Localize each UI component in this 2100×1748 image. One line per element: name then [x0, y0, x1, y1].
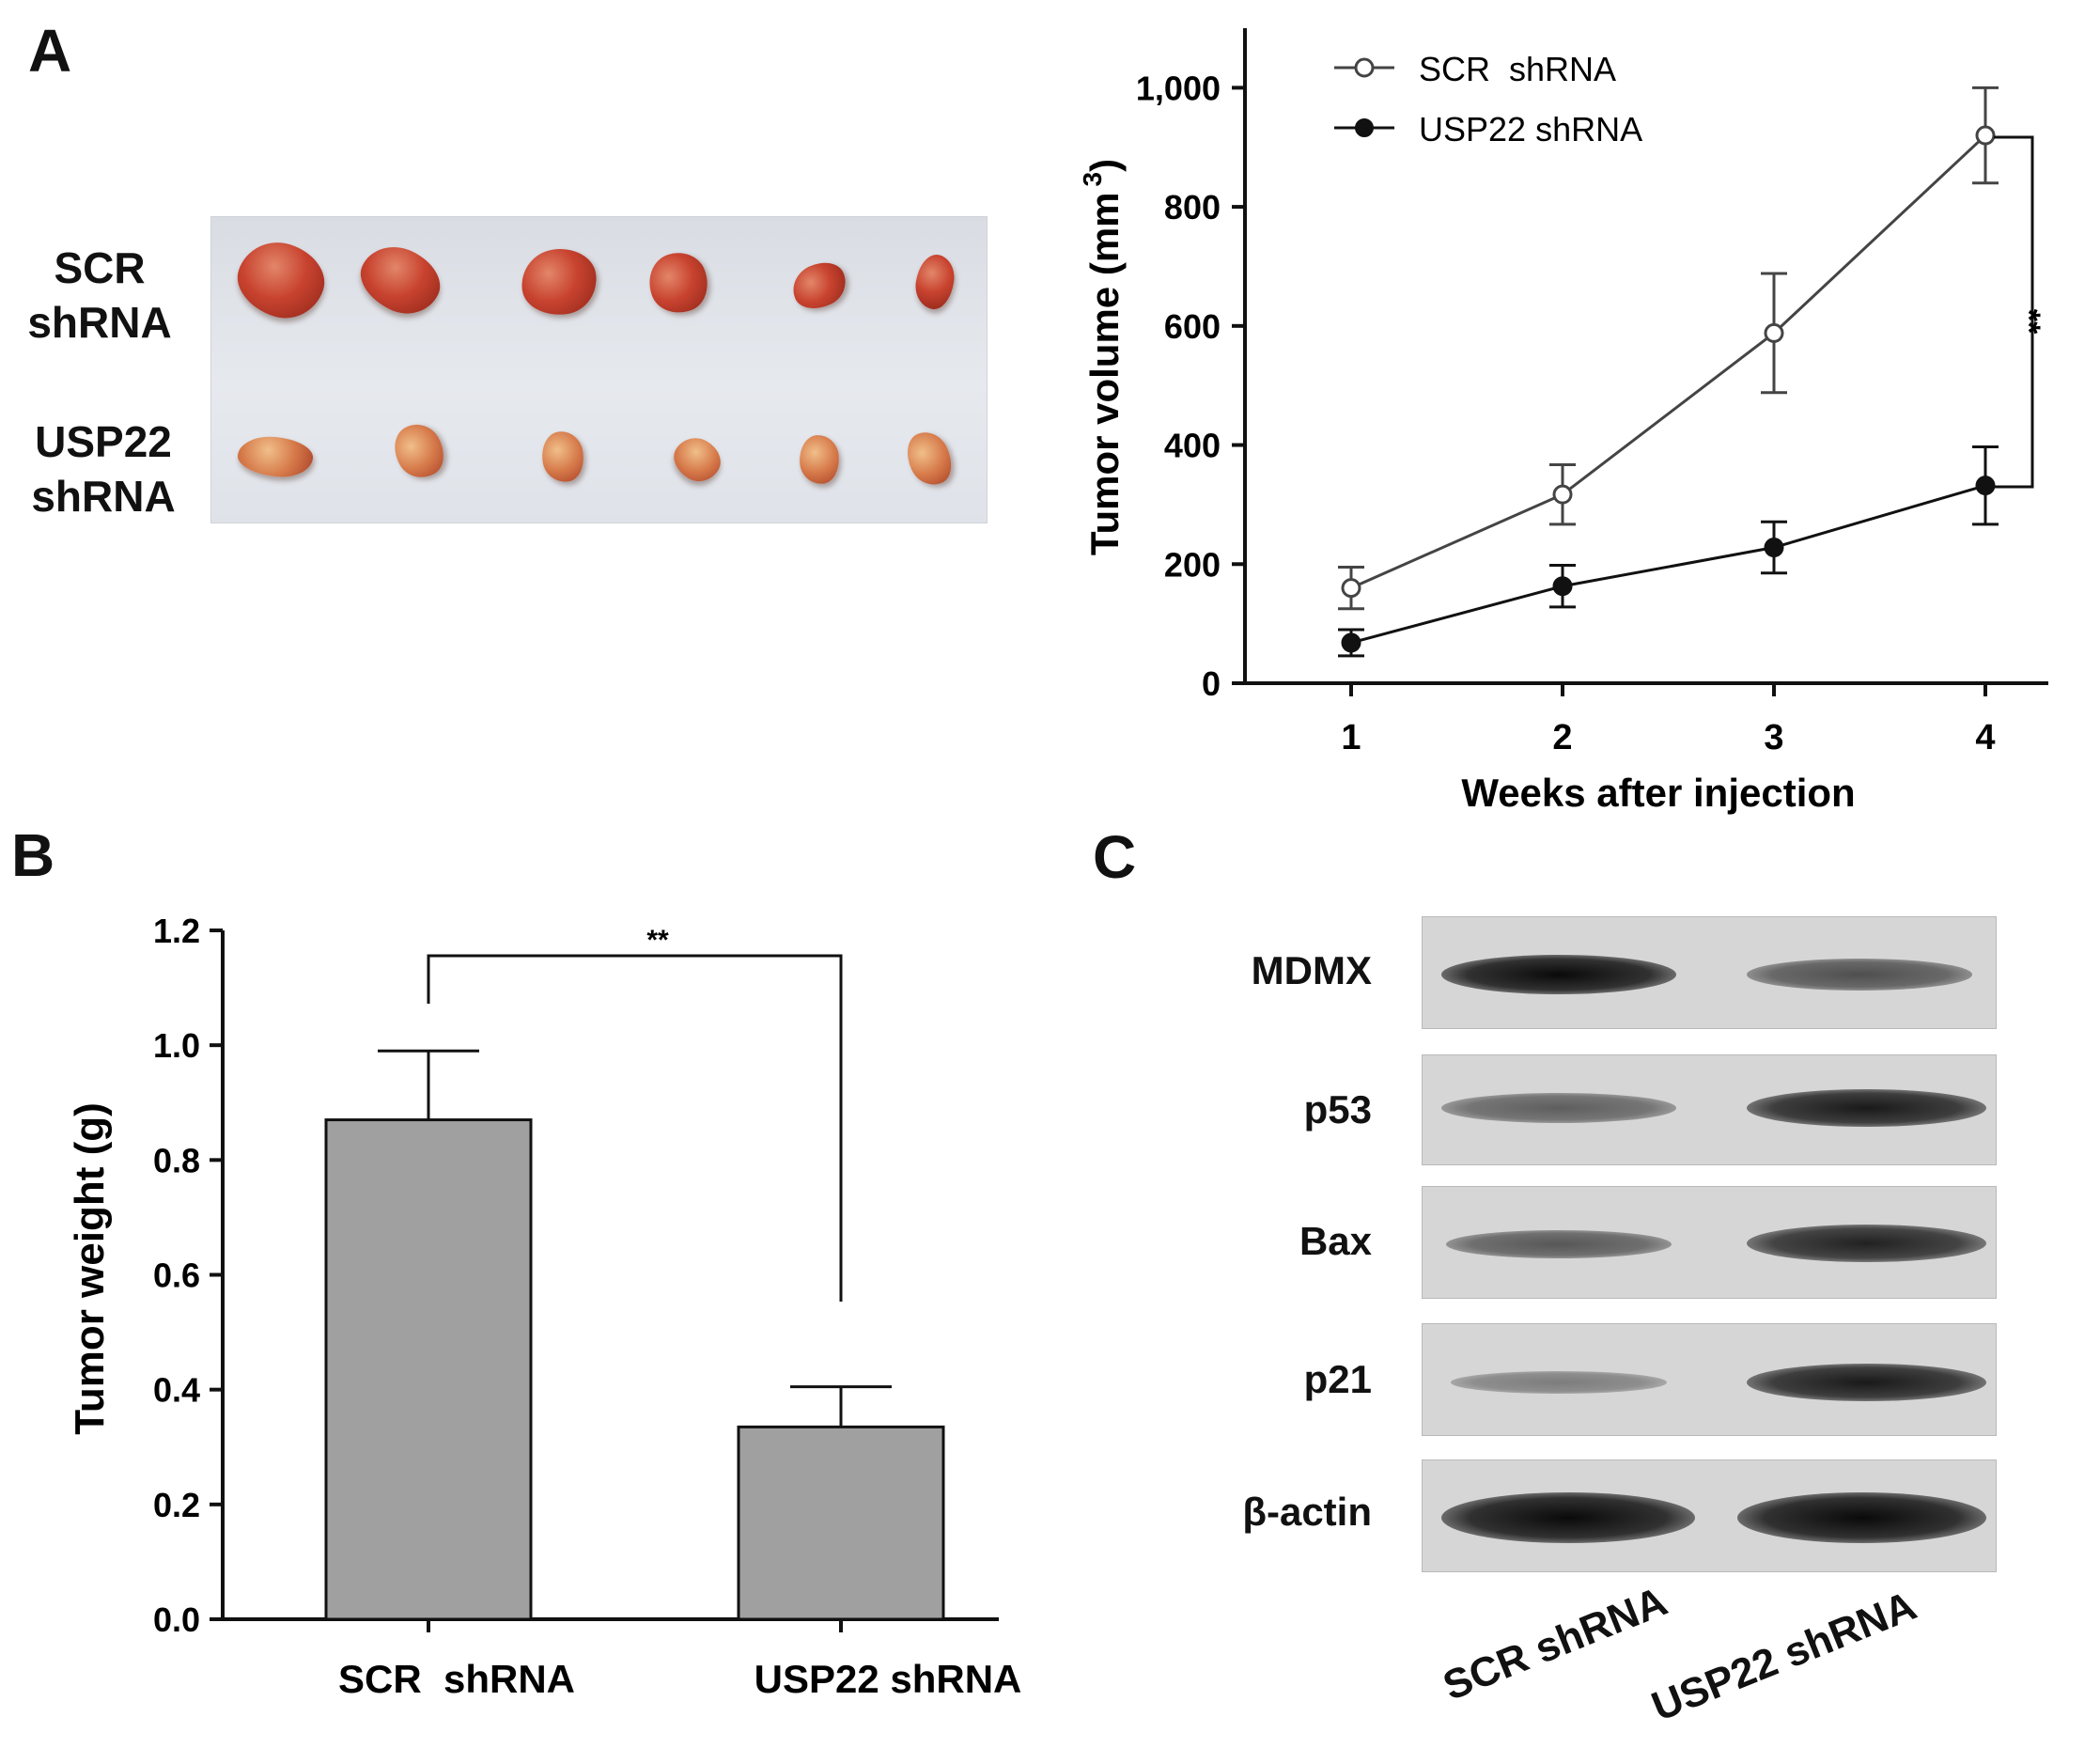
volume-x-tick-label: 3	[1764, 718, 1783, 757]
volume-legend: SCR shRNA USP22 shRNA	[1334, 50, 1642, 148]
band-beta-actin-usp22	[1737, 1492, 1986, 1543]
legend-marker-usp22	[1355, 118, 1374, 137]
blot-label-bax: Bax	[1299, 1219, 1372, 1263]
volume-y-label-close: )	[1082, 159, 1127, 172]
blot-strip-p53	[1422, 1054, 1997, 1165]
weight-bar	[324, 1118, 533, 1621]
volume-data-point	[1341, 578, 1361, 599]
weight-y-tick-label: 0.8	[153, 1141, 200, 1179]
panel-label-c: C	[1093, 823, 1137, 891]
band-mdmx-usp22	[1747, 959, 1972, 991]
band-p53-scr	[1441, 1093, 1676, 1123]
band-bax-scr	[1446, 1230, 1672, 1258]
blot-strip-beta-actin	[1422, 1459, 1997, 1572]
volume-y-tick-label: 600	[1164, 307, 1221, 346]
volume-chart: 0 200 400 600 800 1,000 1 2 3 4 ** Weeks after i…	[1078, 28, 2048, 815]
photo-row-label-usp22-line2: shRNA	[31, 472, 176, 521]
weight-significance-bracket	[427, 954, 843, 1302]
band-p21-usp22	[1747, 1364, 1986, 1401]
volume-y-tick-label: 1,000	[1136, 69, 1221, 107]
volume-data-point	[1975, 476, 1996, 496]
volume-series-line	[1350, 484, 1986, 645]
band-bax-usp22	[1747, 1225, 1986, 1262]
volume-y-tick-label: 800	[1164, 188, 1221, 226]
weight-y-tick-label: 0.0	[153, 1600, 200, 1639]
volume-y-ticks: 0 200 400 600 800 1,000	[1136, 69, 1245, 703]
weight-y-tick-label: 1.0	[153, 1026, 200, 1065]
tumor-photo	[210, 216, 988, 523]
volume-data-point	[1975, 125, 1996, 146]
blot-strip-bax	[1422, 1186, 1997, 1299]
legend-marker-scr	[1354, 57, 1375, 78]
volume-y-tick-label: 200	[1164, 545, 1221, 584]
blot-label-beta-actin: β-actin	[1242, 1490, 1372, 1534]
blot-label-p53: p53	[1303, 1087, 1372, 1132]
volume-series	[1338, 86, 1999, 658]
photo-row-label-scr-line2: shRNA	[27, 298, 172, 347]
volume-y-label-sup: 3	[1078, 172, 1107, 187]
volume-x-label: Weeks after injection	[1461, 771, 1855, 815]
volume-x-tick-label: 1	[1341, 718, 1361, 757]
blot-strip-mdmx	[1422, 916, 1997, 1029]
legend-label-usp22: USP22 shRNA	[1419, 110, 1642, 148]
volume-x-tick-label: 2	[1552, 718, 1572, 757]
photo-row-label-scr-line1: SCR	[54, 243, 146, 292]
band-mdmx-scr	[1441, 955, 1676, 994]
weight-y-tick-label: 0.4	[153, 1371, 200, 1410]
volume-data-point	[1764, 538, 1784, 558]
panel-label-a: A	[28, 17, 72, 85]
band-p21-scr	[1451, 1371, 1667, 1394]
photo-row-label-usp22: USP22 shRNA	[9, 414, 197, 523]
volume-data-point	[1764, 322, 1784, 343]
band-p53-usp22	[1747, 1089, 1986, 1127]
blot-label-p21: p21	[1303, 1357, 1372, 1401]
volume-significance-bracket	[1994, 135, 2034, 489]
volume-x-ticks: 1 2 3 4	[1341, 683, 1996, 757]
volume-significance-stars: **	[2011, 309, 2046, 335]
blot-strip-p21	[1422, 1323, 1997, 1436]
weight-y-tick-label: 0.2	[153, 1486, 200, 1524]
legend-label-scr: SCR shRNA	[1419, 50, 1616, 88]
volume-data-point	[1341, 632, 1361, 653]
volume-x-tick-label: 4	[1975, 718, 1995, 757]
volume-y-tick-label: 400	[1164, 427, 1221, 465]
weight-y-label: Tumor weight (g)	[67, 1102, 113, 1435]
volume-series-line	[1350, 133, 1987, 589]
weight-y-tick-label: 1.2	[153, 912, 200, 950]
volume-y-tick-label: 0	[1202, 664, 1221, 703]
panel-label-b: B	[11, 821, 55, 889]
weight-category-label: SCR shRNA	[338, 1657, 575, 1701]
weight-y-tick-label: 0.6	[153, 1256, 200, 1295]
band-beta-actin-scr	[1441, 1492, 1695, 1543]
photo-row-label-scr: SCR shRNA	[6, 241, 194, 350]
weight-bars: SCR shRNA USP22 shRNA	[324, 1049, 1022, 1701]
weight-chart: 0.0 0.2 0.4 0.6 0.8 1.0 1.2 SCR shRNA USP22 shR…	[67, 912, 1021, 1701]
weight-significance-stars: **	[646, 925, 669, 956]
volume-y-label-text: Tumor volume (mm	[1082, 192, 1127, 555]
weight-bar	[737, 1425, 945, 1621]
blot-label-mdmx: MDMX	[1251, 948, 1372, 992]
weight-y-ticks: 0.0 0.2 0.4 0.6 0.8 1.0 1.2	[153, 912, 223, 1639]
volume-y-label: Tumor volume (mm 3)	[1078, 159, 1127, 555]
weight-category-label: USP22 shRNA	[754, 1657, 1022, 1701]
volume-data-point	[1552, 576, 1573, 597]
volume-data-point	[1552, 484, 1573, 505]
photo-row-label-usp22-line1: USP22	[35, 417, 172, 466]
